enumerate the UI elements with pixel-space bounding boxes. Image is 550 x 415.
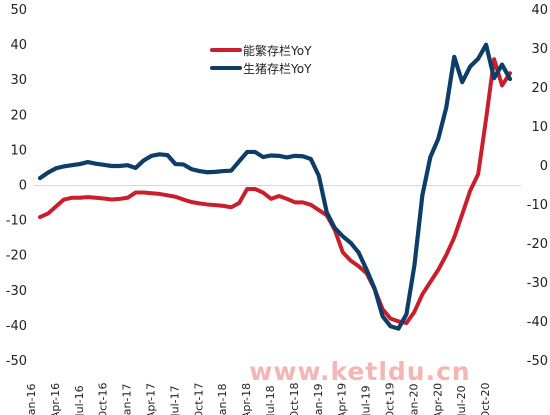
left-y-tick-label: 40 <box>10 38 27 53</box>
x-tick-label: Jul-16 <box>73 385 86 415</box>
series-line-sow-inventory-yoy <box>38 57 512 326</box>
x-tick-label: Jul-18 <box>264 385 277 415</box>
right-y-tick-label: 20 <box>531 81 548 96</box>
x-tick-label: Oct-16 <box>97 383 110 415</box>
x-tick-label: Apr-16 <box>49 383 62 415</box>
right-y-tick-label: -40 <box>527 315 548 330</box>
x-tick-label: Jan-17 <box>121 384 134 415</box>
left-y-tick-label: 0 <box>19 179 27 194</box>
x-tick-label: Jan-19 <box>312 384 325 415</box>
legend-item-sow-inventory-yoy-label: 能繁存栏YoY <box>243 43 312 58</box>
legend: 能繁存栏YoY 生猪存栏YoY <box>210 43 312 76</box>
series-line-hog-inventory-yoy <box>37 42 513 331</box>
x-tick-label: Jan-16 <box>25 384 38 415</box>
x-tick-label: Jan-20 <box>407 384 420 415</box>
x-tick-label: Jan-18 <box>216 384 229 415</box>
x-tick-label: Oct-20 <box>479 383 492 415</box>
right-y-tick-label: -10 <box>527 198 548 213</box>
left-y-tick-label: 10 <box>10 143 27 158</box>
left-y-tick-label: 20 <box>10 108 27 123</box>
x-tick-label: Jul-17 <box>168 385 181 415</box>
right-y-tick-label: 10 <box>531 120 548 135</box>
left-y-tick-label: -10 <box>6 214 27 229</box>
left-y-tick-label: -30 <box>6 284 27 299</box>
right-y-tick-label: 40 <box>531 3 548 18</box>
x-tick-label: Apr-17 <box>144 383 157 415</box>
x-tick-label: Jul-19 <box>360 385 373 415</box>
x-tick-label: Apr-19 <box>336 383 349 415</box>
left-y-tick-label: -20 <box>6 249 27 264</box>
left-y-tick-label: 50 <box>10 3 27 18</box>
x-tick-label: Oct-19 <box>383 383 396 415</box>
left-y-tick-label: -50 <box>6 354 27 369</box>
x-tick-label: Oct-18 <box>288 383 301 415</box>
watermark-text: www.ketldu.cn <box>249 357 470 386</box>
right-y-tick-label: -20 <box>527 237 548 252</box>
left-y-tick-label: -40 <box>6 319 27 334</box>
right-y-tick-label: 0 <box>540 159 548 174</box>
x-tick-label: Apr-18 <box>240 383 253 415</box>
right-y-tick-label: 30 <box>531 42 548 57</box>
right-y-tick-label: -30 <box>527 276 548 291</box>
x-tick-label: Oct-17 <box>192 383 205 415</box>
right-y-tick-label: -50 <box>527 354 548 369</box>
left-y-tick-label: 30 <box>10 73 27 88</box>
legend-item-hog-inventory-yoy-label: 生猪存栏YoY <box>243 61 312 76</box>
x-tick-label: Apr-20 <box>431 383 444 415</box>
x-tick-label: Jul-20 <box>455 385 468 415</box>
